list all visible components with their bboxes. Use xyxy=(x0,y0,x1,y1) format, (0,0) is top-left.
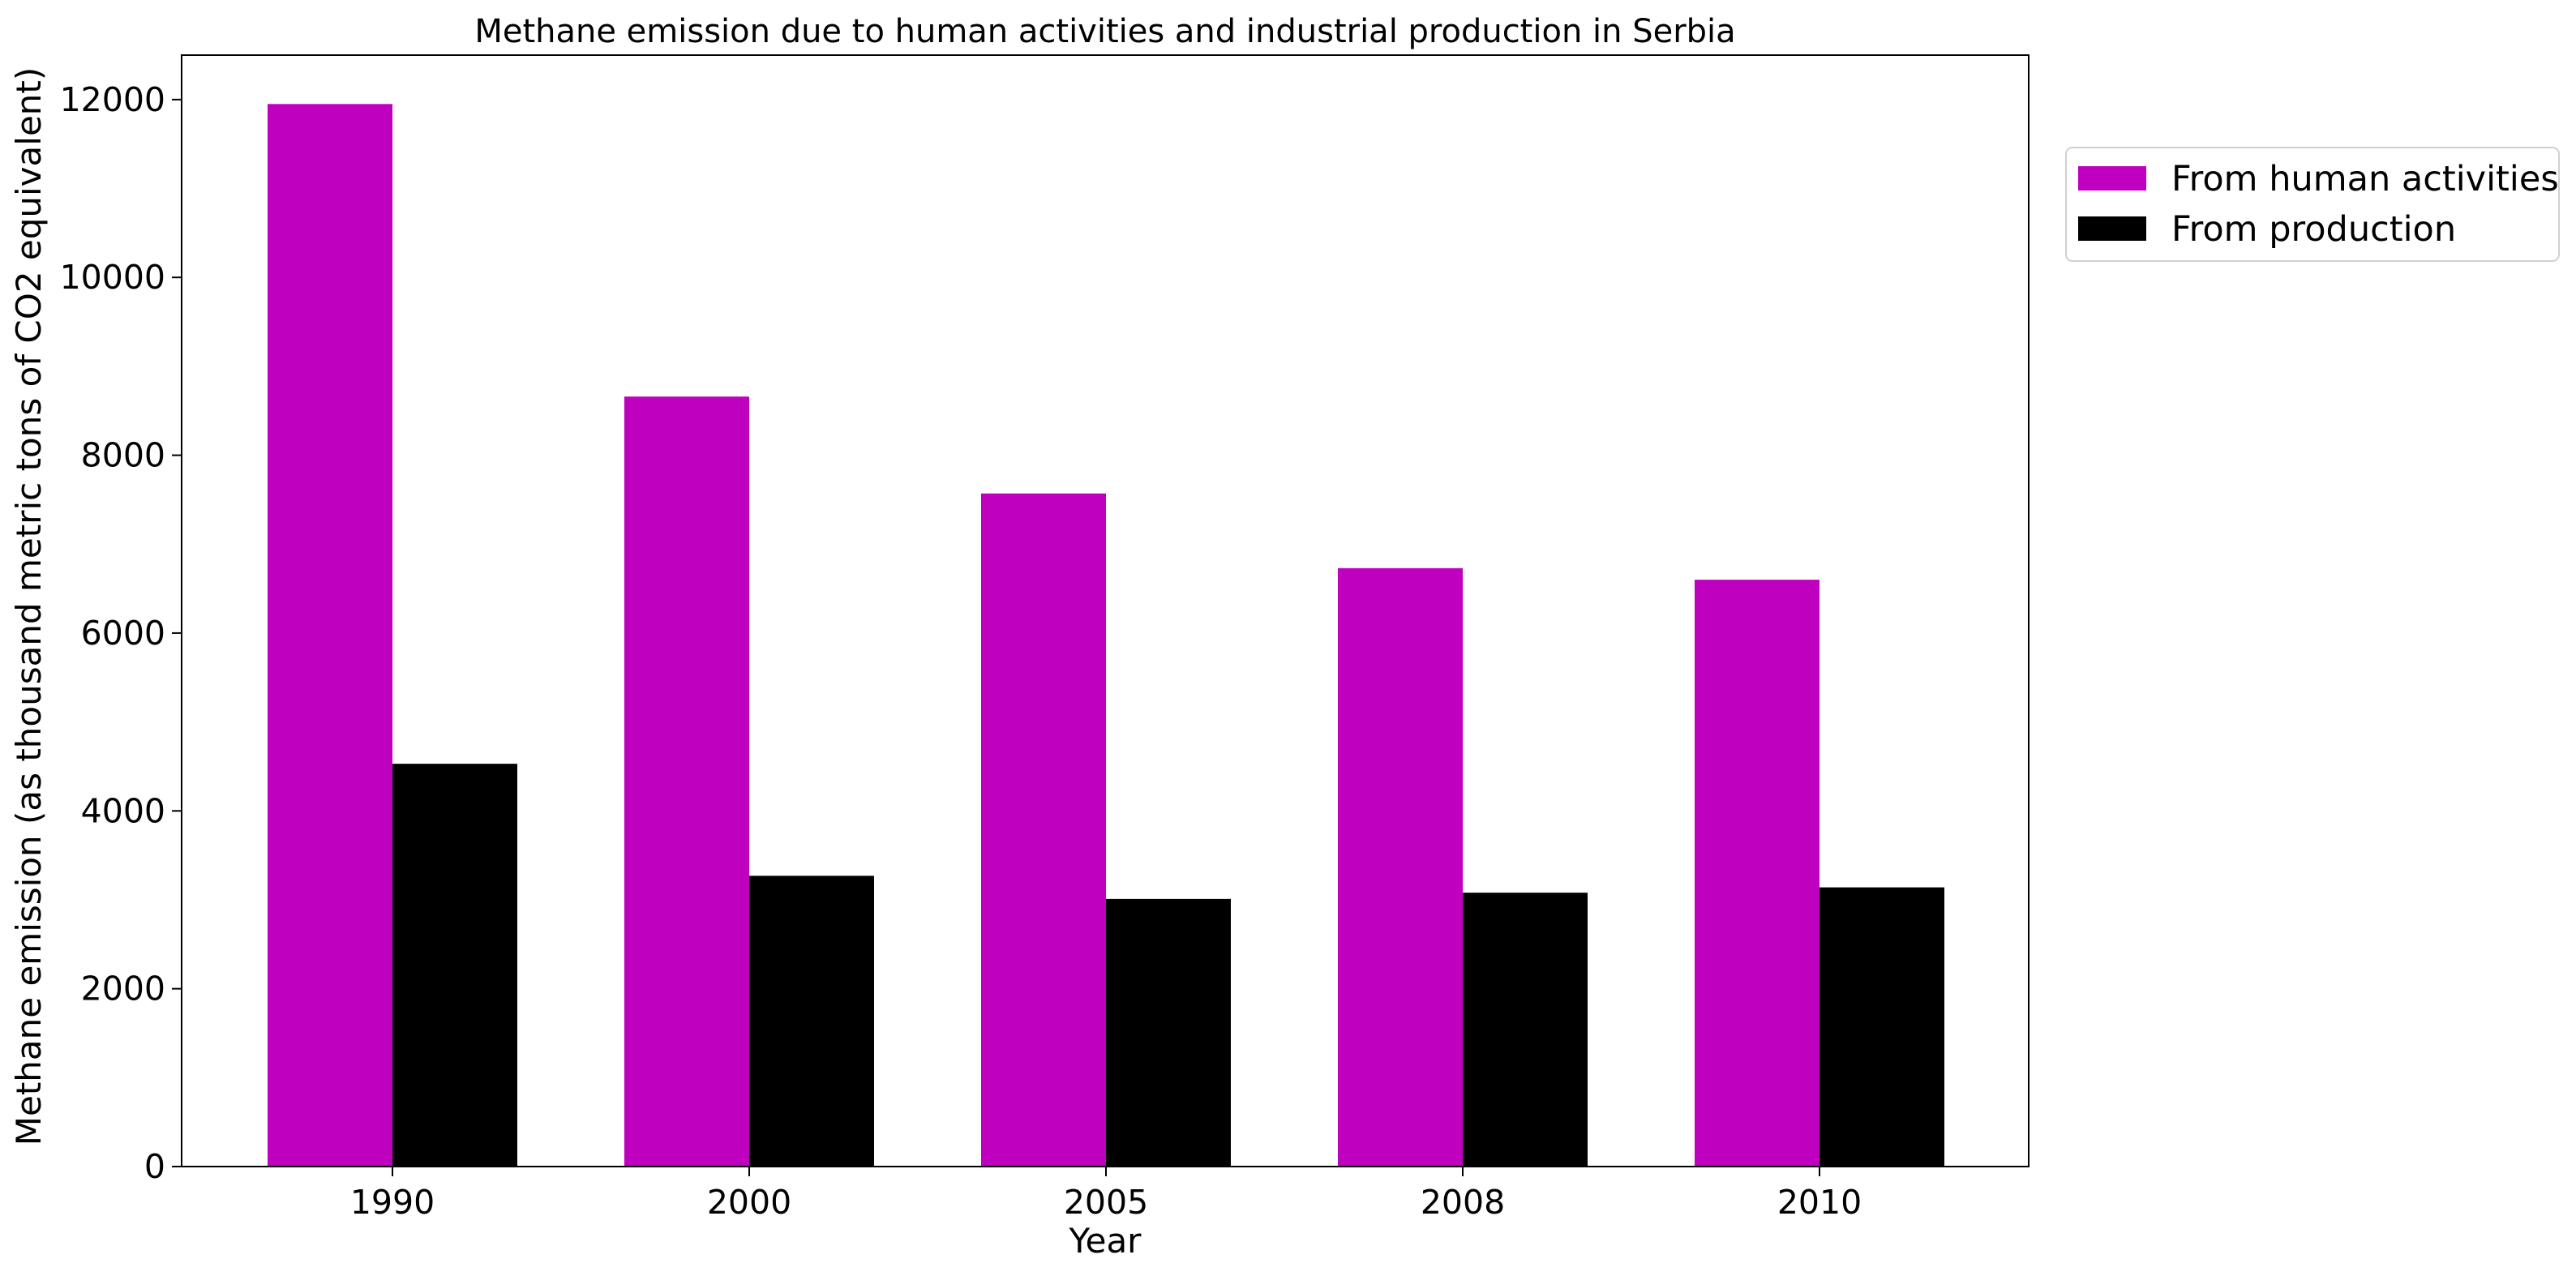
y-tick-label: 8000 xyxy=(81,436,165,475)
chart-title: Methane emission due to human activities… xyxy=(474,13,1735,50)
x-tick-label: 2000 xyxy=(707,1183,791,1222)
bar-human-activities-2005 xyxy=(981,493,1106,1167)
legend-label-human-activities: From human activities xyxy=(2171,159,2559,199)
legend-swatch-production xyxy=(2078,216,2146,241)
x-tick-label: 2010 xyxy=(1777,1183,1862,1222)
y-tick-label: 0 xyxy=(144,1147,165,1186)
bar-production-1990 xyxy=(392,764,517,1167)
legend-swatch-human-activities xyxy=(2078,166,2146,191)
bar-human-activities-2008 xyxy=(1338,567,1463,1167)
y-tick-label: 12000 xyxy=(60,80,165,119)
bar-human-activities-2000 xyxy=(624,396,749,1167)
y-axis-ticks: 0 2000 4000 6000 8000 10000 12000 xyxy=(60,80,182,1186)
y-tick-label: 4000 xyxy=(81,791,165,830)
legend-box xyxy=(2065,147,2560,262)
bars xyxy=(268,104,1944,1167)
y-axis-label: Methane emission (as thousand metric ton… xyxy=(9,67,49,1146)
y-tick-label: 6000 xyxy=(81,614,165,653)
y-tick-label: 10000 xyxy=(60,258,165,297)
x-tick-label: 2008 xyxy=(1421,1183,1505,1222)
plot-frame xyxy=(181,54,2030,1167)
y-tick-label: 2000 xyxy=(81,970,165,1008)
x-axis-label: Year xyxy=(1069,1221,1142,1261)
bar-production-2008 xyxy=(1463,893,1588,1167)
legend: From human activities From production xyxy=(2065,147,2560,262)
bar-human-activities-2010 xyxy=(1695,580,1819,1167)
x-axis-ticks: 1990 2000 2005 2008 2010 xyxy=(350,1167,1862,1222)
x-tick-label: 2005 xyxy=(1064,1183,1148,1222)
bar-production-2010 xyxy=(1819,887,1944,1167)
legend-label-production: From production xyxy=(2171,209,2456,250)
bar-human-activities-1990 xyxy=(268,104,392,1167)
x-tick-label: 1990 xyxy=(350,1183,435,1222)
bar-production-2005 xyxy=(1106,898,1231,1167)
bar-production-2000 xyxy=(749,876,874,1167)
